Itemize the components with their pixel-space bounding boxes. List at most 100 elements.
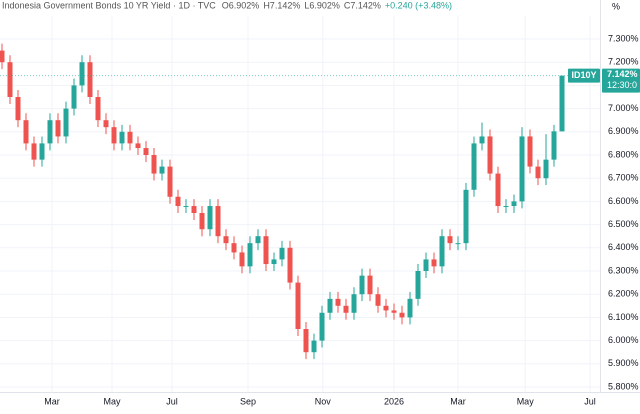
candle-body [15, 97, 21, 121]
candle-body [423, 259, 429, 271]
y-tick-label: 7.200% [608, 57, 639, 67]
candle-body [551, 131, 557, 160]
price-tag [602, 68, 640, 93]
candle-body [167, 166, 173, 197]
candle-body [271, 259, 277, 265]
candle-body [359, 275, 365, 295]
candle-body [263, 236, 269, 265]
candle-body [47, 120, 53, 144]
header-value: +0.240 (+3.48%) [385, 0, 452, 10]
candle-body [351, 294, 357, 313]
candle-body [79, 62, 85, 86]
candle-body [495, 173, 501, 207]
candle-body [31, 143, 37, 160]
x-tick-label: Nov [315, 396, 332, 406]
candle-body [191, 206, 197, 213]
candle-body [559, 75, 565, 132]
candle-body [175, 196, 181, 207]
candle-body [343, 305, 349, 313]
candle-body [407, 298, 413, 318]
candle-body [375, 294, 381, 306]
y-tick-label: 6.400% [608, 242, 639, 252]
price-tag-countdown: 12:30:0 [607, 80, 637, 90]
candle-body [303, 329, 309, 353]
candle-body [103, 120, 109, 128]
candle-body [519, 136, 525, 202]
candle-body [535, 166, 541, 179]
y-tick-label: 6.500% [608, 219, 639, 229]
candle-body [255, 236, 261, 244]
candle-body [55, 120, 61, 137]
candle-body [39, 143, 45, 160]
candle-body [183, 206, 189, 208]
candle-body [159, 166, 165, 174]
candle-body [367, 275, 373, 295]
y-tick-label: 6.100% [608, 312, 639, 322]
candle-body [231, 243, 237, 253]
candle-body [239, 252, 245, 267]
candle-body [415, 271, 421, 299]
candle-body [287, 247, 293, 283]
candle-body [127, 131, 133, 144]
candle-body [335, 298, 341, 306]
y-tick-label: 6.900% [608, 126, 639, 136]
y-tick-label: 6.700% [608, 173, 639, 183]
x-tick-label: Sep [240, 396, 256, 406]
y-tick-label: 5.900% [608, 358, 639, 368]
candle-body [511, 201, 517, 207]
candle-body [463, 189, 469, 244]
y-tick-label: 6.600% [608, 196, 639, 206]
candle-body [95, 97, 101, 121]
candle-body [391, 310, 397, 313]
candle-body [247, 243, 253, 267]
candle-body [447, 236, 453, 244]
candle-body [399, 312, 405, 318]
candle-body [111, 127, 117, 144]
price-tag-value: 7.142% [607, 69, 638, 79]
candle-body [135, 143, 141, 149]
candle-body [0, 50, 5, 63]
y-tick-label: 7.300% [608, 33, 639, 43]
candle-body [151, 155, 157, 174]
header-value: C7.142% [344, 0, 381, 10]
y-tick-label: 6.300% [608, 265, 639, 275]
candle-body [199, 213, 205, 230]
x-tick-label: Mar [44, 396, 60, 406]
candle-body [215, 206, 221, 237]
x-tick-label: Jul [166, 396, 178, 406]
candle-body [311, 340, 317, 353]
candle-body [207, 206, 213, 230]
y-tick-label: 5.800% [608, 381, 639, 391]
x-tick-label: Mar [450, 396, 466, 406]
header-value: O6.902% [222, 0, 260, 10]
symbol-tag-text: ID10Y [571, 70, 596, 80]
candle-body [503, 206, 509, 208]
candle-body [23, 120, 29, 144]
candle-body [471, 143, 477, 190]
candle-body [7, 62, 13, 97]
chart-title: Indonesia Government Bonds 10 YR Yield ·… [2, 0, 216, 10]
candle-body [295, 282, 301, 329]
candle-body [279, 247, 285, 260]
candle-body [431, 259, 437, 267]
header-value: H7.142% [263, 0, 300, 10]
x-tick-label: May [103, 396, 121, 406]
y-tick-label: 6.200% [608, 289, 639, 299]
x-tick-label: Jul [584, 396, 596, 406]
candle-body [327, 298, 333, 313]
candle-body [63, 108, 69, 137]
candle-body [487, 136, 493, 174]
x-tick-label: May [517, 396, 535, 406]
candle-body [455, 243, 461, 245]
symbol-tag [568, 68, 600, 83]
candle-body [119, 131, 125, 144]
candle-body [319, 312, 325, 341]
candle-body [527, 136, 533, 167]
candle-body [87, 62, 93, 97]
candle-body [143, 148, 149, 155]
candle-body [383, 305, 389, 311]
x-tick-label: 2026 [384, 396, 404, 406]
candle-body [439, 236, 445, 267]
